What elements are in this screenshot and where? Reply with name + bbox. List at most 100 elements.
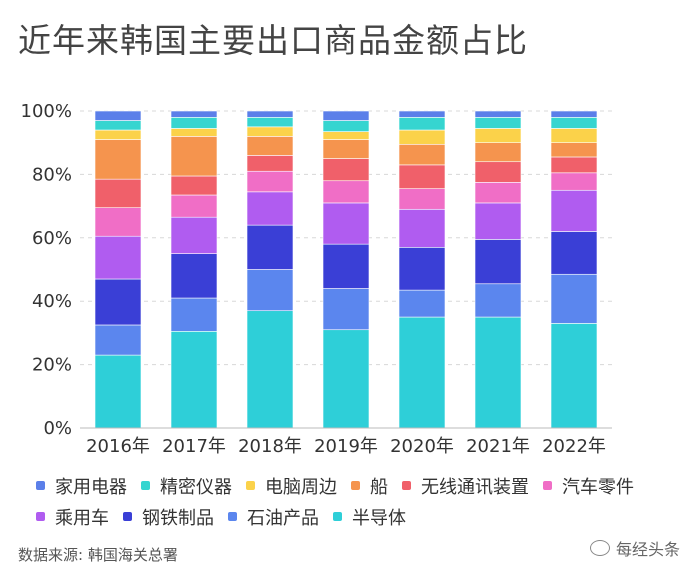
bar-segment xyxy=(170,194,218,218)
x-tick-label: 2019年 xyxy=(314,436,378,457)
legend-label: 乘用车 xyxy=(55,507,109,529)
bar-segment xyxy=(474,182,522,204)
bar-segment xyxy=(474,316,522,429)
bar-segment xyxy=(170,128,218,137)
bar-segment xyxy=(322,180,370,204)
chart-title: 近年来韩国主要出口商品金额占比 xyxy=(18,21,528,60)
bar-segment xyxy=(94,354,142,429)
bar-segment xyxy=(170,136,218,177)
bar-segment xyxy=(550,110,598,118)
chart-legend: 家用电器 精密仪器 电脑周边 船 无线通讯装置 汽车零件乘用车 钢铁制品 石油产品 半导体 xyxy=(36,470,696,532)
bar-segment xyxy=(474,202,522,240)
bar-segment xyxy=(246,310,294,429)
bar-segment xyxy=(398,110,446,118)
watermark-text: 每经头条 xyxy=(616,540,681,559)
y-tick-label: 0% xyxy=(43,418,72,439)
bar-segment xyxy=(94,235,142,280)
bar-segment xyxy=(94,178,142,208)
x-tick-label: 2020年 xyxy=(390,436,454,457)
bar-segment xyxy=(474,110,522,118)
bar-segment xyxy=(474,117,522,129)
legend-swatch xyxy=(141,481,150,490)
bar-segment xyxy=(94,129,142,140)
bar-segment xyxy=(170,297,218,332)
bar-segment xyxy=(398,129,446,145)
x-tick-label: 2021年 xyxy=(466,436,530,457)
bar-segment xyxy=(398,247,446,291)
bar-segment xyxy=(474,128,522,143)
legend-swatch xyxy=(36,512,45,521)
wechat-icon xyxy=(590,540,610,556)
bar-segment xyxy=(474,142,522,163)
bar-segment xyxy=(550,323,598,429)
bar-segment xyxy=(246,126,294,137)
x-tick-label: 2018年 xyxy=(238,436,302,457)
legend-item: 家用电器 xyxy=(36,473,127,499)
y-tick-label: 60% xyxy=(32,228,72,249)
bar-segment xyxy=(170,175,218,196)
legend-label: 电脑周边 xyxy=(265,476,337,498)
legend-item: 汽车零件 xyxy=(543,473,634,499)
bar-segment xyxy=(398,208,446,248)
legend-label: 半导体 xyxy=(352,507,406,529)
bar-segment xyxy=(170,253,218,299)
x-tick-label: 2016年 xyxy=(86,436,150,457)
bar-segment xyxy=(398,188,446,210)
legend-item: 船 xyxy=(351,473,388,499)
y-tick-label: 20% xyxy=(32,355,72,376)
bar-segment xyxy=(550,189,598,232)
x-tick-label: 2022年 xyxy=(542,436,606,457)
legend-swatch xyxy=(351,481,360,490)
legend-swatch xyxy=(246,481,255,490)
bar-segment xyxy=(246,170,294,193)
legend-item: 无线通讯装置 xyxy=(402,473,529,499)
bar-segment xyxy=(322,243,370,289)
legend-item: 石油产品 xyxy=(228,504,319,530)
bar-segment xyxy=(398,289,446,318)
bar-segment xyxy=(94,207,142,237)
bar-segment xyxy=(398,117,446,131)
legend-item: 钢铁制品 xyxy=(123,504,214,530)
legend-label: 汽车零件 xyxy=(562,476,634,498)
legend-swatch xyxy=(543,481,552,490)
bar-segment xyxy=(246,269,294,312)
legend-item: 乘用车 xyxy=(36,504,109,530)
bar-segment xyxy=(474,283,522,318)
bar-segment xyxy=(322,288,370,331)
data-source: 数据来源: 韩国海关总署 xyxy=(18,546,178,564)
legend-label: 钢铁制品 xyxy=(142,507,214,529)
legend-label: 无线通讯装置 xyxy=(421,476,529,498)
bar-segment xyxy=(94,120,142,131)
legend-label: 船 xyxy=(370,476,388,498)
bar-segment xyxy=(474,161,522,183)
bar-segment xyxy=(322,110,370,121)
bar-segment xyxy=(94,110,142,121)
bar-segment xyxy=(550,273,598,324)
bar-segment xyxy=(246,117,294,128)
legend-item: 精密仪器 xyxy=(141,473,232,499)
bar-segment xyxy=(246,136,294,156)
bar-segment xyxy=(550,231,598,275)
bar-segment xyxy=(550,117,598,129)
bar-segment xyxy=(398,316,446,429)
bar-segment xyxy=(550,128,598,143)
stacked-bar-chart: 0% 20% 40% 60% 80% 100% 2016年 2017年 2018年 2019年 20… xyxy=(21,101,612,457)
bar-segment xyxy=(398,143,446,166)
bar-segment xyxy=(246,110,294,118)
bar-segment xyxy=(322,131,370,140)
bar-segment xyxy=(322,120,370,132)
y-tick-label: 40% xyxy=(32,291,72,312)
bar-segment xyxy=(550,156,598,174)
bar-segment xyxy=(246,191,294,226)
bar-segment xyxy=(322,158,370,182)
legend-item: 半导体 xyxy=(333,504,406,530)
legend-swatch xyxy=(333,512,342,521)
bar-segment xyxy=(170,110,218,118)
legend-label: 精密仪器 xyxy=(160,476,232,498)
bar-segment xyxy=(94,139,142,180)
legend-swatch xyxy=(36,481,45,490)
bar-segment xyxy=(550,142,598,158)
bar-segment xyxy=(94,278,142,326)
bar-segment xyxy=(246,224,294,270)
bar-segment xyxy=(94,324,142,356)
